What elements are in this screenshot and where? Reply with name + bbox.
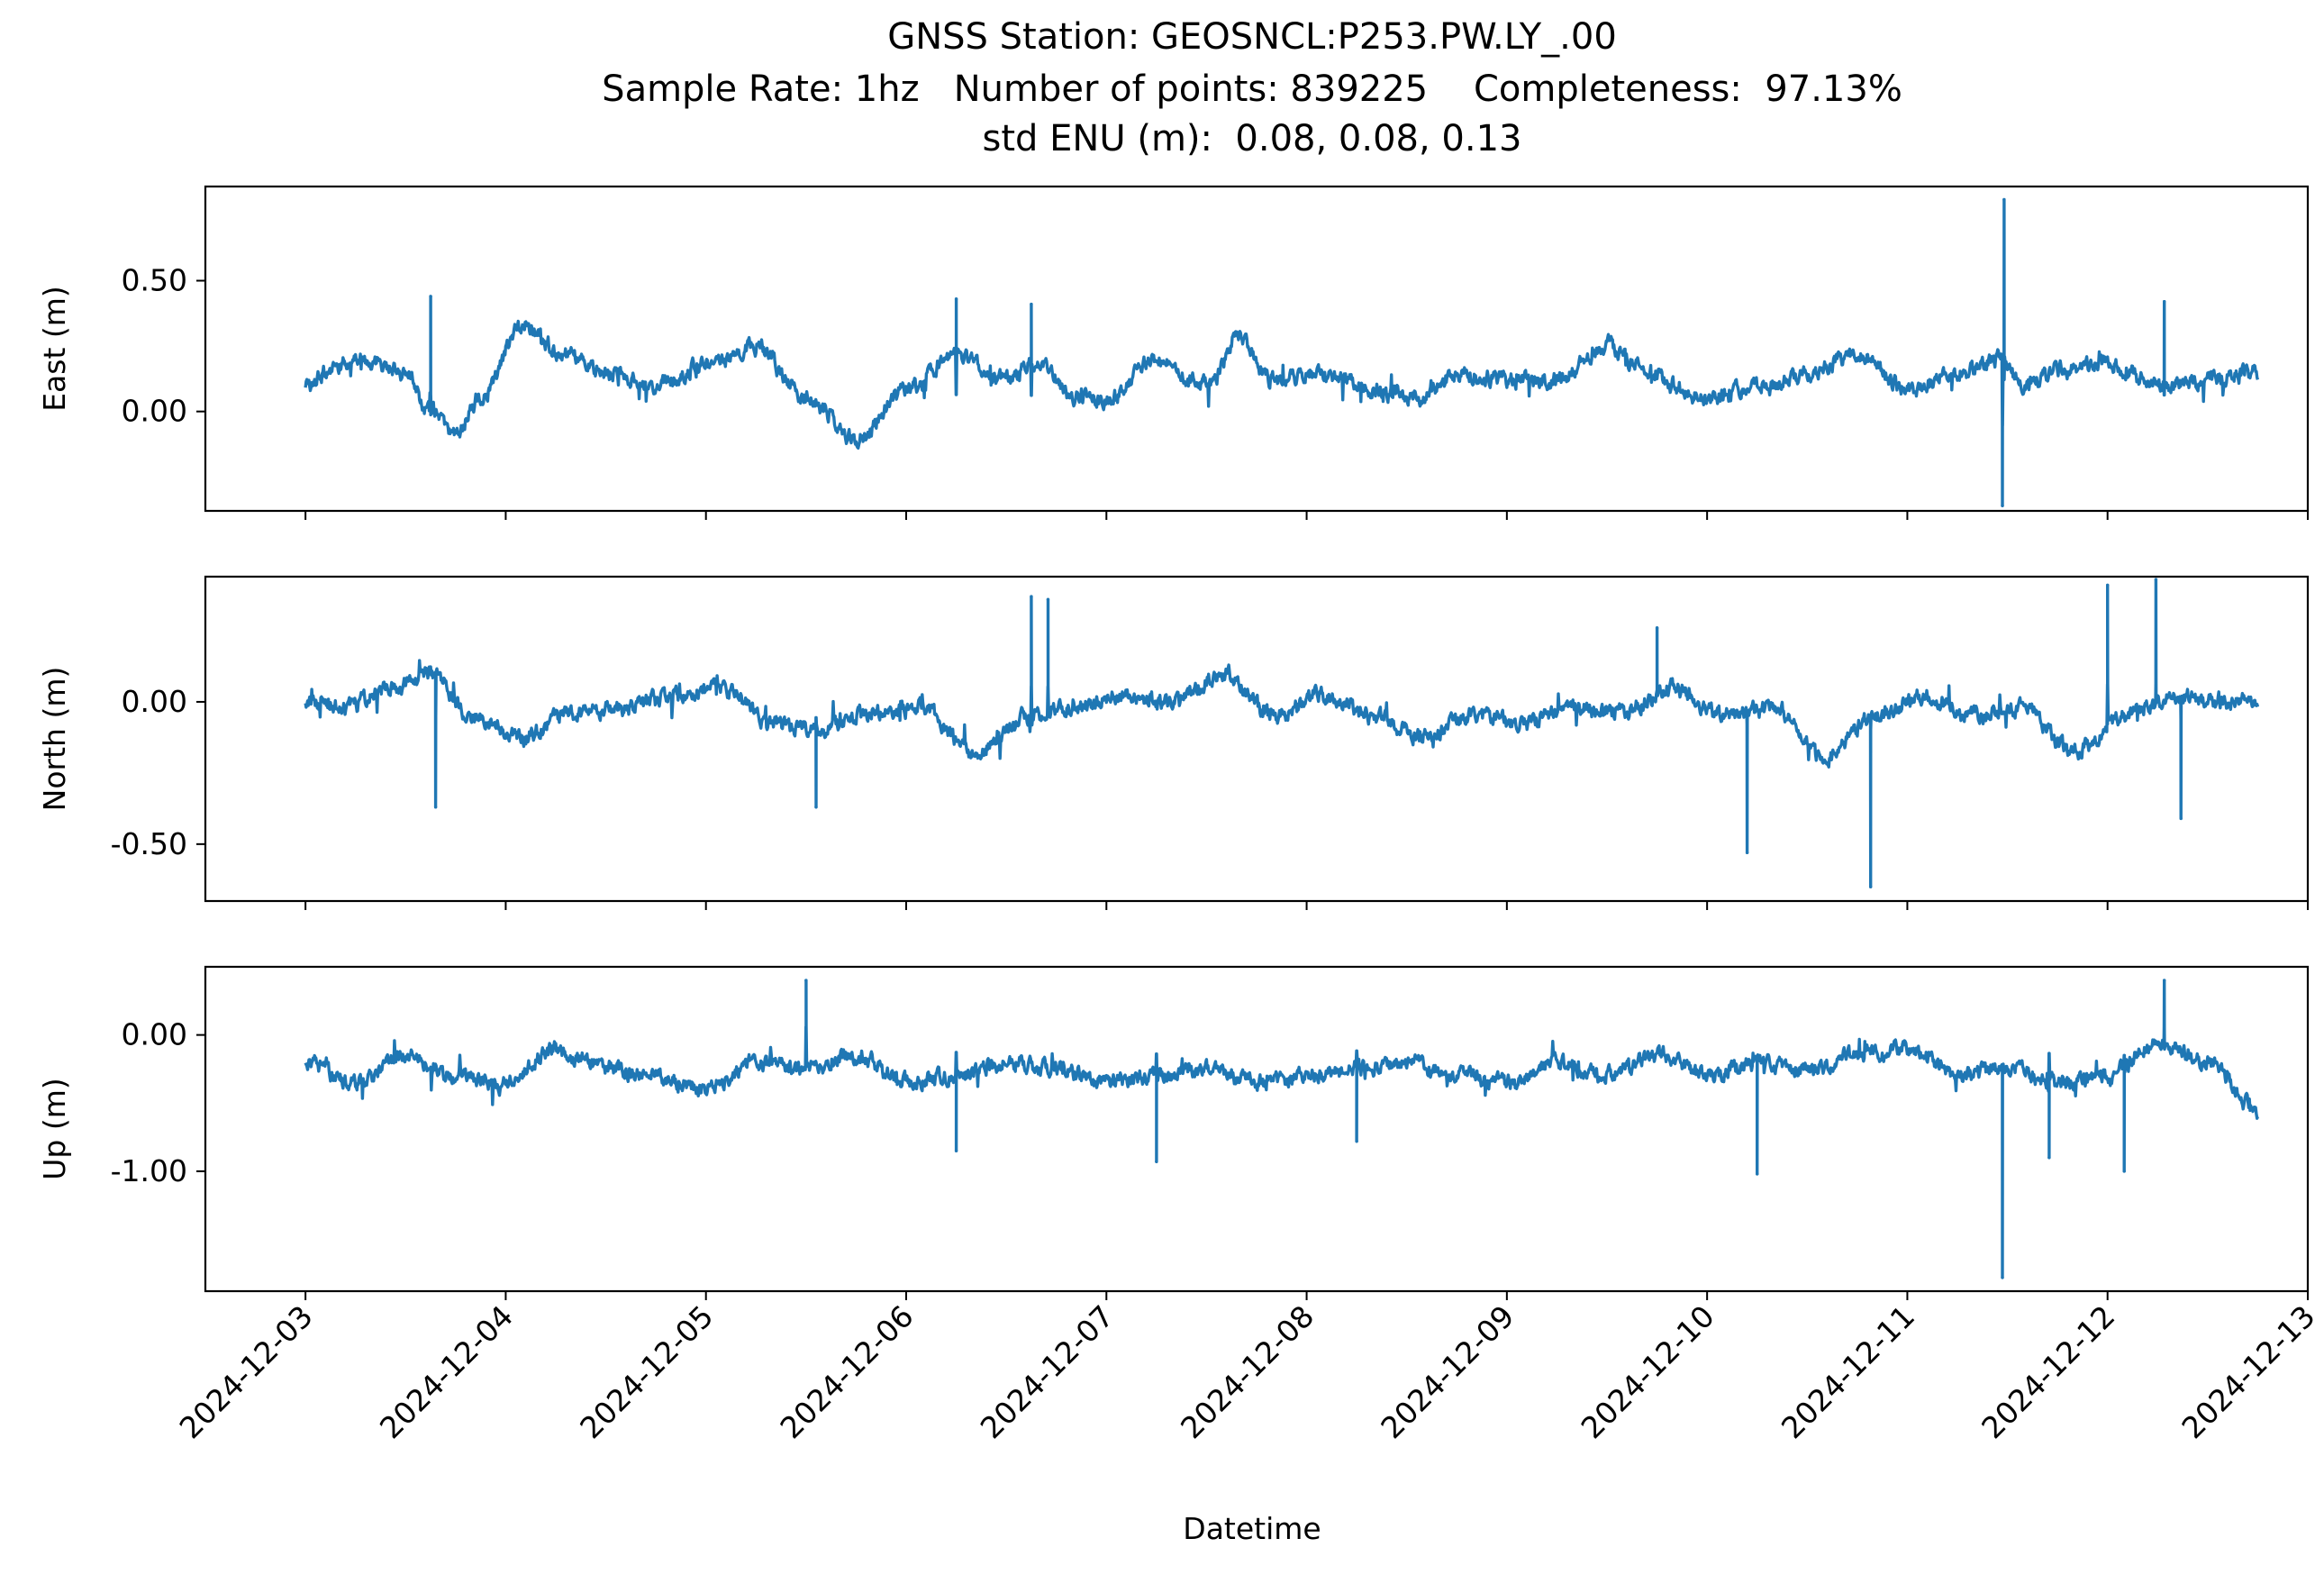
subplot-north: -0.50 0.00 North (m) — [37, 575, 2310, 910]
axes-frame-east — [204, 185, 2310, 513]
spike-point-north-6 — [1745, 851, 1749, 855]
plot-area-up — [304, 979, 2259, 1279]
x-axis-label: Datetime — [1183, 1511, 1321, 1546]
spike-point-east-5 — [2001, 504, 2004, 507]
axes-frame-up — [204, 965, 2310, 1293]
chart-title-line-3: std ENU (m): 0.08, 0.08, 0.13 — [983, 118, 1522, 159]
spike-point-north-1 — [433, 806, 438, 809]
chart-title-line-2: Sample Rate: 1hz Number of points: 83922… — [602, 68, 1902, 110]
chart-title-line-1: GNSS Station: GEOSNCL:P253.PW.LY_.00 — [887, 16, 1617, 58]
spike-point-up-6 — [2001, 1276, 2004, 1279]
spike-point-up-3 — [1155, 1160, 1158, 1164]
spike-point-up-8 — [2122, 1170, 2126, 1173]
plot-area-north — [304, 578, 2260, 888]
series-line-up — [304, 979, 2259, 1279]
y-axis-label-north: North (m) — [37, 667, 72, 812]
y-axis-label-up: Up (m) — [37, 1078, 72, 1180]
spike-point-east-2 — [954, 297, 958, 301]
axes-frame-north — [204, 575, 2310, 903]
spike-point-east-3 — [1030, 302, 1033, 306]
spike-point-north-2 — [814, 806, 818, 809]
subplot-east: 0.00 0.50 East (m) — [37, 185, 2310, 520]
spike-point-up-4 — [1355, 1139, 1358, 1143]
spike-point-up-1 — [804, 979, 808, 982]
spike-point-east-1 — [429, 295, 432, 298]
spike-point-north-9 — [2154, 578, 2158, 581]
spike-point-north-7 — [1868, 885, 1873, 888]
series-line-north — [304, 578, 2260, 888]
y-tick-label-up-1: -1.00 — [111, 1153, 187, 1188]
spike-point-north-4 — [1046, 597, 1050, 601]
spike-point-up-9 — [2162, 979, 2166, 982]
spike-point-north-3 — [1030, 595, 1033, 598]
spike-point-up-7 — [2047, 1156, 2051, 1160]
spike-point-east-4 — [2002, 197, 2006, 202]
spike-point-east-6 — [2162, 300, 2166, 304]
y-tick-label-north-1: -0.50 — [111, 826, 187, 861]
spike-point-up-2 — [954, 1149, 958, 1152]
series-line-east — [304, 197, 2260, 507]
y-tick-label-north-2: 0.00 — [122, 684, 187, 719]
y-tick-label-east-2: 0.50 — [122, 263, 187, 298]
plot-area-east — [304, 197, 2260, 507]
y-tick-label-east-1: 0.00 — [122, 394, 187, 429]
y-axis-label-east: East (m) — [37, 286, 72, 412]
spike-point-north-10 — [2179, 816, 2183, 821]
spike-point-north-5 — [1655, 626, 1659, 630]
spike-point-north-8 — [2106, 583, 2110, 587]
y-tick-label-up-2: 0.00 — [122, 1017, 187, 1052]
spike-point-up-5 — [1756, 1172, 1759, 1176]
